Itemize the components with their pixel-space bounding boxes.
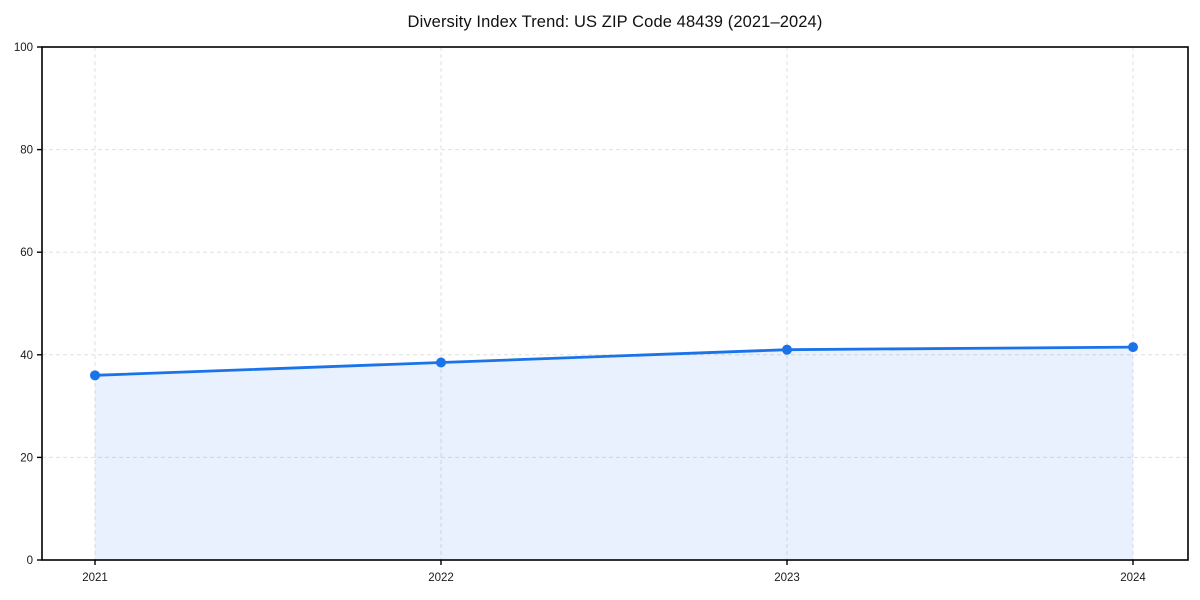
data-point	[436, 357, 446, 368]
x-tick-label: 2024	[1120, 572, 1146, 584]
plot-border	[41, 46, 1189, 561]
data-point	[782, 344, 792, 355]
x-tick-label: 2021	[82, 572, 108, 584]
data-point	[1128, 342, 1138, 353]
y-tick-label: 0	[27, 555, 33, 567]
trend-line	[93, 345, 1135, 377]
chart-title: Diversity Index Trend: US ZIP Code 48439…	[407, 13, 823, 31]
y-tick-label: 20	[20, 452, 33, 464]
y-tick-label: 60	[20, 247, 33, 259]
y-tick-label: 80	[20, 145, 33, 157]
data-point	[90, 370, 100, 381]
y-tick-label: 100	[14, 42, 33, 54]
area-fill	[95, 347, 1133, 560]
x-tick-label: 2023	[774, 572, 800, 584]
x-tick-label: 2022	[428, 572, 454, 584]
y-tick-label: 40	[20, 350, 33, 362]
